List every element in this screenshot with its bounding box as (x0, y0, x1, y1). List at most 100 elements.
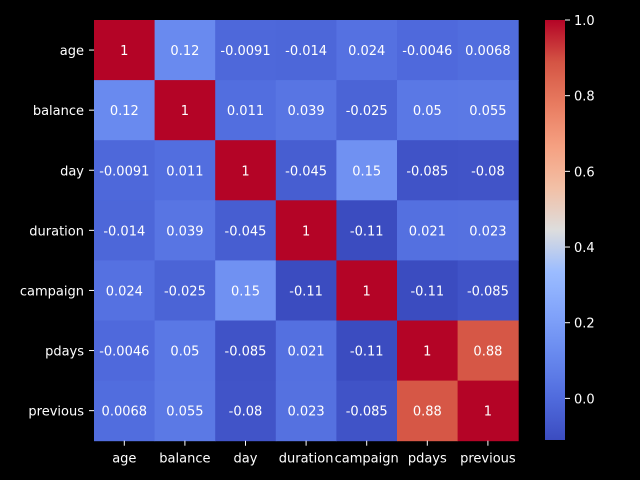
cell-annotation: 1 (181, 104, 189, 119)
colorbar-tick-label: 0.6 (574, 165, 595, 180)
heatmap-cell (336, 80, 398, 141)
colorbar-tick-label: 0.2 (574, 317, 595, 332)
cell-annotation: 0.88 (473, 345, 502, 360)
heatmap-cell (154, 200, 216, 261)
heatmap-cell (397, 380, 459, 442)
heatmap-cell (275, 380, 337, 442)
heatmap-cell (94, 200, 156, 261)
heatmap-cell (397, 140, 459, 201)
cell-annotation: -0.085 (406, 164, 448, 179)
cell-annotation: -0.0046 (402, 44, 452, 59)
heatmap-cell (154, 140, 216, 201)
heatmap-cell (154, 320, 216, 382)
cell-annotation: -0.045 (285, 164, 327, 179)
heatmap-cell (397, 320, 459, 382)
heatmap-cell (215, 320, 277, 382)
heatmap-cell (336, 140, 398, 201)
column-labels: age balance day duration campaign pdays previo… (112, 440, 516, 467)
heatmap-cell (275, 260, 337, 321)
cell-annotation: -0.025 (346, 104, 388, 119)
colorbar-gradient (545, 20, 565, 440)
heatmap-cell (336, 20, 398, 81)
colorbar-tick-label: 0.4 (574, 241, 595, 256)
cell-annotation: -0.025 (164, 284, 206, 299)
row-label: pdays (45, 345, 84, 360)
cell-annotation: -0.0091 (99, 164, 149, 179)
heatmap-cell (215, 20, 277, 81)
heatmap-cell (336, 380, 398, 442)
row-label: campaign (20, 284, 84, 299)
heatmap-cell (275, 200, 337, 261)
column-label: previous (460, 452, 516, 467)
heatmap-cell (457, 260, 519, 321)
heatmap-cell (457, 200, 519, 261)
cell-annotation: -0.045 (225, 224, 267, 239)
heatmap-cell (154, 260, 216, 321)
cell-annotation: 0.15 (231, 284, 260, 299)
cell-annotation: 0.0068 (465, 44, 511, 59)
cell-annotation: 1 (363, 284, 371, 299)
cell-annotation: 1 (484, 405, 492, 420)
cell-annotation: -0.0091 (220, 44, 270, 59)
cell-annotation: 0.05 (413, 104, 442, 119)
column-label: campaign (335, 452, 399, 467)
column-label: age (112, 452, 136, 467)
heatmap-cell (215, 260, 277, 321)
cell-annotation: 0.15 (352, 164, 381, 179)
heatmap-cell (275, 320, 337, 382)
cell-annotation: 0.024 (348, 44, 385, 59)
cell-annotation: 0.023 (287, 405, 324, 420)
cell-annotation: 0.12 (110, 104, 139, 119)
cell-annotation: 0.0068 (102, 405, 148, 420)
cell-annotation: 0.011 (227, 104, 264, 119)
cell-annotation: 0.024 (106, 284, 143, 299)
column-label: day (234, 452, 258, 467)
row-label: duration (29, 224, 84, 239)
heatmap-cell (457, 320, 519, 382)
heatmap-cell (94, 20, 156, 81)
heatmap-cell (215, 140, 277, 201)
heatmap-cell (336, 200, 398, 261)
colorbar-tick-label: 0.0 (574, 392, 595, 407)
row-label: day (60, 164, 84, 179)
heatmap-cell (275, 80, 337, 141)
cell-annotation: -0.11 (350, 224, 384, 239)
heatmap-cell (397, 200, 459, 261)
heatmap-cell (397, 20, 459, 81)
colorbar-tick-label: 1.0 (574, 14, 595, 29)
heatmap-cell (397, 80, 459, 141)
row-label: previous (28, 405, 84, 420)
cell-annotation: 0.021 (287, 345, 324, 360)
cell-annotation: 0.021 (409, 224, 446, 239)
cell-annotation: 0.88 (413, 405, 442, 420)
cell-annotation: 0.039 (166, 224, 203, 239)
heatmap-cell (275, 20, 337, 81)
cell-annotation: 1 (302, 224, 310, 239)
heatmap-cell (94, 260, 156, 321)
cell-annotation: -0.085 (225, 345, 267, 360)
cell-annotation: 0.12 (170, 44, 199, 59)
heatmap-cell (94, 320, 156, 382)
heatmap-cell (336, 260, 398, 321)
heatmap-cell (275, 140, 337, 201)
heatmap-cell (215, 200, 277, 261)
cell-annotation: -0.014 (285, 44, 327, 59)
heatmap-cell (154, 380, 216, 442)
cell-annotation: -0.085 (346, 405, 388, 420)
cell-annotation: -0.014 (103, 224, 145, 239)
cell-annotation: 0.05 (170, 345, 199, 360)
cell-annotation: -0.11 (289, 284, 323, 299)
column-label: pdays (408, 452, 447, 467)
cell-annotation: -0.08 (229, 405, 263, 420)
cell-annotation: -0.0046 (99, 345, 149, 360)
cell-annotation: -0.08 (471, 164, 505, 179)
cell-annotation: 0.055 (166, 405, 203, 420)
cell-annotation: 1 (423, 345, 431, 360)
cell-annotation: -0.11 (350, 345, 384, 360)
cell-annotation: 0.023 (469, 224, 506, 239)
heatmap-cells: 1 0.12 -0.0091 -0.014 0.024 -0.0046 0.0068 0.12… (94, 20, 519, 442)
cell-annotation: -0.085 (467, 284, 509, 299)
colorbar-tick-label: 0.8 (574, 90, 595, 105)
cell-annotation: -0.11 (410, 284, 444, 299)
heatmap-cell (94, 380, 156, 442)
